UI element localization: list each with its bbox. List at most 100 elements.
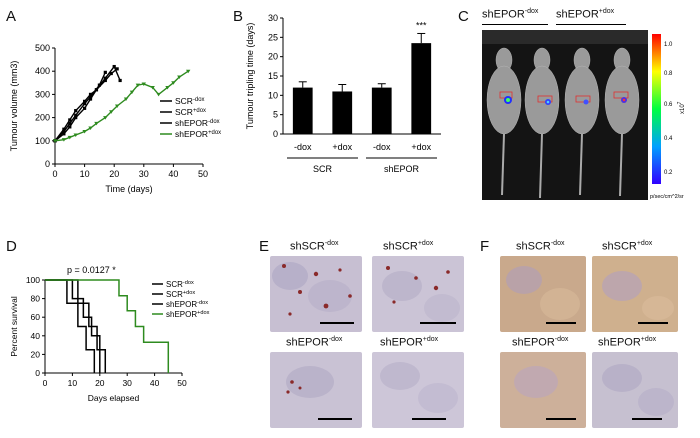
legend-entry: SCR+dox [175,107,206,117]
y-tick-label: 20 [31,349,41,359]
data-point [73,133,78,137]
data-point [112,64,116,69]
micro-label: shSCR+dox [383,240,434,253]
y-tick-label: 10 [268,90,278,100]
data-point [115,67,119,71]
x-tick-label: 40 [168,169,178,179]
data-point [74,113,78,117]
y-tick-label: 0 [273,129,278,139]
data-point [103,116,108,120]
series-line [54,65,121,142]
y-tick-label: 60 [31,312,41,322]
x-tick-label: 30 [122,378,132,388]
data-point [103,76,107,80]
legend-entry: SCR-dox [175,96,205,106]
bar [332,91,353,134]
mouse-3 [564,47,600,196]
data-point [83,102,87,106]
group-label-dox-minus: shEPOR-dox [482,8,539,21]
group-label-dox-plus: shEPOR+dox [556,8,615,21]
tumour-signals [499,91,629,105]
y-tick-label: 200 [35,113,50,123]
micro-label: shEPOR-dox [286,336,343,349]
colorbar-tick: 0.4 [664,136,673,142]
y-tick-label: 100 [26,275,40,285]
micrograph-shscr-plus-dox [372,256,464,332]
panel-c: shEPOR-dox shEPOR+dox [470,0,695,205]
y-tick-label: 5 [273,110,278,120]
micrograph-shepor-plus-dox [372,352,464,428]
panel-d-letter: D [6,238,17,255]
data-point [88,95,93,99]
micro-label: shEPOR+dox [598,336,657,349]
y-axis-label: Percent survival [9,296,19,357]
bioluminescence-image [482,30,648,200]
data-point [123,97,129,102]
significance-annotation: *** [416,20,427,30]
category-label: -dox [373,142,391,152]
data-point [135,83,141,88]
y-tick-label: 0 [45,159,50,169]
data-point [118,78,122,83]
y-tick-label: 0 [35,368,40,378]
legend-entry: shEPOR+dox [166,310,210,319]
legend-entry: SCR+dox [166,290,195,299]
group-line-right [556,24,626,25]
colorbar-exponent: x107 [677,101,686,114]
survival-chart: 0 20 40 60 80 100 0 10 20 30 40 50 Percent survival D… [9,265,210,403]
data-point [61,138,67,142]
colorbar-unit: p/sec/cm^2/sr [650,194,684,200]
y-tick-label: 30 [268,13,278,23]
panel-f: shSCR-dox shSCR+dox shEPOR-dox shEPOR+do… [488,240,698,438]
data-point [74,116,78,120]
legend-entry: shEPOR-dox [166,300,208,309]
bar [292,87,313,134]
data-point [103,70,107,74]
tumour-growth-chart: 0 100 200 300 400 500 0 10 20 30 40 50 Tumour volume… [9,43,221,194]
micrograph-shepor-minus-dox [270,352,362,428]
data-point [109,110,114,114]
y-tick-label: 40 [31,331,41,341]
y-tick-label: 25 [268,32,278,42]
micrograph-f-shscr-plus-dox [592,256,678,332]
legend-entry: SCR-dox [166,280,194,289]
micro-label: shEPOR+dox [380,336,439,349]
colorbar-tick: 0.6 [664,102,673,108]
data-point [82,130,87,134]
y-tick-label: 20 [268,52,278,62]
tripling-time-chart: 0 5 10 15 20 25 30 Tumour tripling time (days) -… [245,13,441,174]
data-point [109,71,113,76]
y-tick-label: 300 [35,89,50,99]
group-line-left [482,24,548,25]
data-point [88,92,93,96]
micro-label: shEPOR-dox [512,336,569,349]
y-tick-label: 400 [35,66,50,76]
data-point [141,82,146,86]
data-point [150,85,155,90]
data-point [62,132,66,136]
x-tick-label: 30 [139,169,149,179]
panel-e-letter: E [259,238,270,255]
bar [371,87,392,134]
mouse-2 [524,47,560,199]
category-label: +dox [332,142,352,152]
survival-curve [45,279,107,373]
y-tick-label: 15 [268,71,278,81]
data-point [74,109,78,113]
x-tick-label: 20 [95,378,105,388]
x-tick-label: 50 [198,169,208,179]
data-point [114,104,120,108]
x-tick-label: 10 [80,169,90,179]
data-point [83,99,87,103]
x-axis-label: Days elapsed [88,393,140,403]
colorbar: 1.0 0.8 0.6 0.4 0.2 x107 p/sec/cm^2/sr [650,34,686,200]
group-label: shEPOR [384,164,420,174]
micro-label: shSCR-dox [516,240,565,253]
data-point [94,121,99,126]
micrograph-f-shepor-plus-dox [592,352,678,428]
data-point [94,88,99,92]
y-axis-label: Tumour tripling time (days) [245,23,255,130]
colorbar-tick: 0.2 [664,170,673,176]
data-point [171,81,176,85]
data-point [52,139,58,143]
